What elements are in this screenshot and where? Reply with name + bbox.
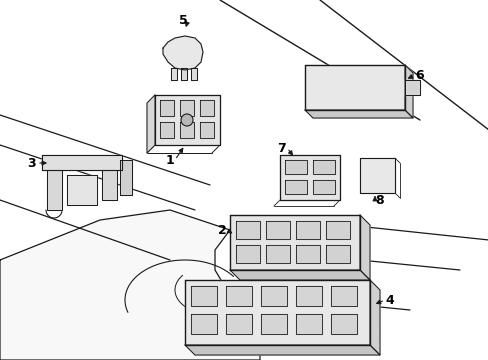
Text: 8: 8	[375, 194, 384, 207]
Polygon shape	[285, 180, 306, 194]
Polygon shape	[330, 314, 356, 334]
Polygon shape	[280, 155, 339, 200]
Polygon shape	[225, 286, 251, 306]
Polygon shape	[184, 345, 379, 355]
Text: 5: 5	[178, 14, 187, 27]
Polygon shape	[181, 68, 186, 80]
Polygon shape	[325, 221, 349, 239]
Polygon shape	[47, 170, 62, 210]
Polygon shape	[359, 215, 369, 280]
Polygon shape	[191, 286, 217, 306]
Polygon shape	[191, 68, 197, 80]
Polygon shape	[160, 100, 174, 116]
Polygon shape	[0, 210, 260, 360]
Text: 4: 4	[385, 293, 393, 306]
Polygon shape	[67, 175, 97, 205]
Polygon shape	[404, 80, 419, 95]
Polygon shape	[200, 100, 214, 116]
Polygon shape	[184, 280, 369, 345]
Polygon shape	[265, 221, 289, 239]
Polygon shape	[236, 221, 260, 239]
Polygon shape	[163, 36, 203, 70]
Polygon shape	[229, 270, 369, 280]
Polygon shape	[312, 160, 334, 174]
Text: 7: 7	[277, 141, 286, 154]
Polygon shape	[359, 158, 394, 193]
Text: 3: 3	[28, 157, 36, 170]
Polygon shape	[295, 286, 321, 306]
Polygon shape	[180, 122, 194, 138]
Polygon shape	[229, 215, 359, 270]
Polygon shape	[261, 314, 286, 334]
Polygon shape	[102, 170, 117, 200]
Polygon shape	[295, 314, 321, 334]
Polygon shape	[369, 280, 379, 355]
Polygon shape	[305, 110, 412, 118]
Polygon shape	[225, 314, 251, 334]
Polygon shape	[295, 245, 319, 263]
Circle shape	[181, 114, 193, 126]
Polygon shape	[305, 65, 404, 110]
Text: 6: 6	[415, 68, 424, 81]
Polygon shape	[171, 68, 177, 80]
Polygon shape	[312, 180, 334, 194]
Polygon shape	[295, 221, 319, 239]
Polygon shape	[120, 160, 132, 195]
Polygon shape	[285, 160, 306, 174]
Polygon shape	[265, 245, 289, 263]
Polygon shape	[147, 95, 155, 153]
Polygon shape	[236, 245, 260, 263]
Text: 1: 1	[165, 153, 174, 166]
Polygon shape	[160, 122, 174, 138]
Polygon shape	[42, 155, 122, 170]
Polygon shape	[155, 95, 220, 145]
Polygon shape	[325, 245, 349, 263]
Polygon shape	[330, 286, 356, 306]
Polygon shape	[404, 65, 412, 118]
Text: 2: 2	[217, 224, 226, 237]
Polygon shape	[261, 286, 286, 306]
Polygon shape	[180, 100, 194, 116]
Polygon shape	[200, 122, 214, 138]
Polygon shape	[191, 314, 217, 334]
